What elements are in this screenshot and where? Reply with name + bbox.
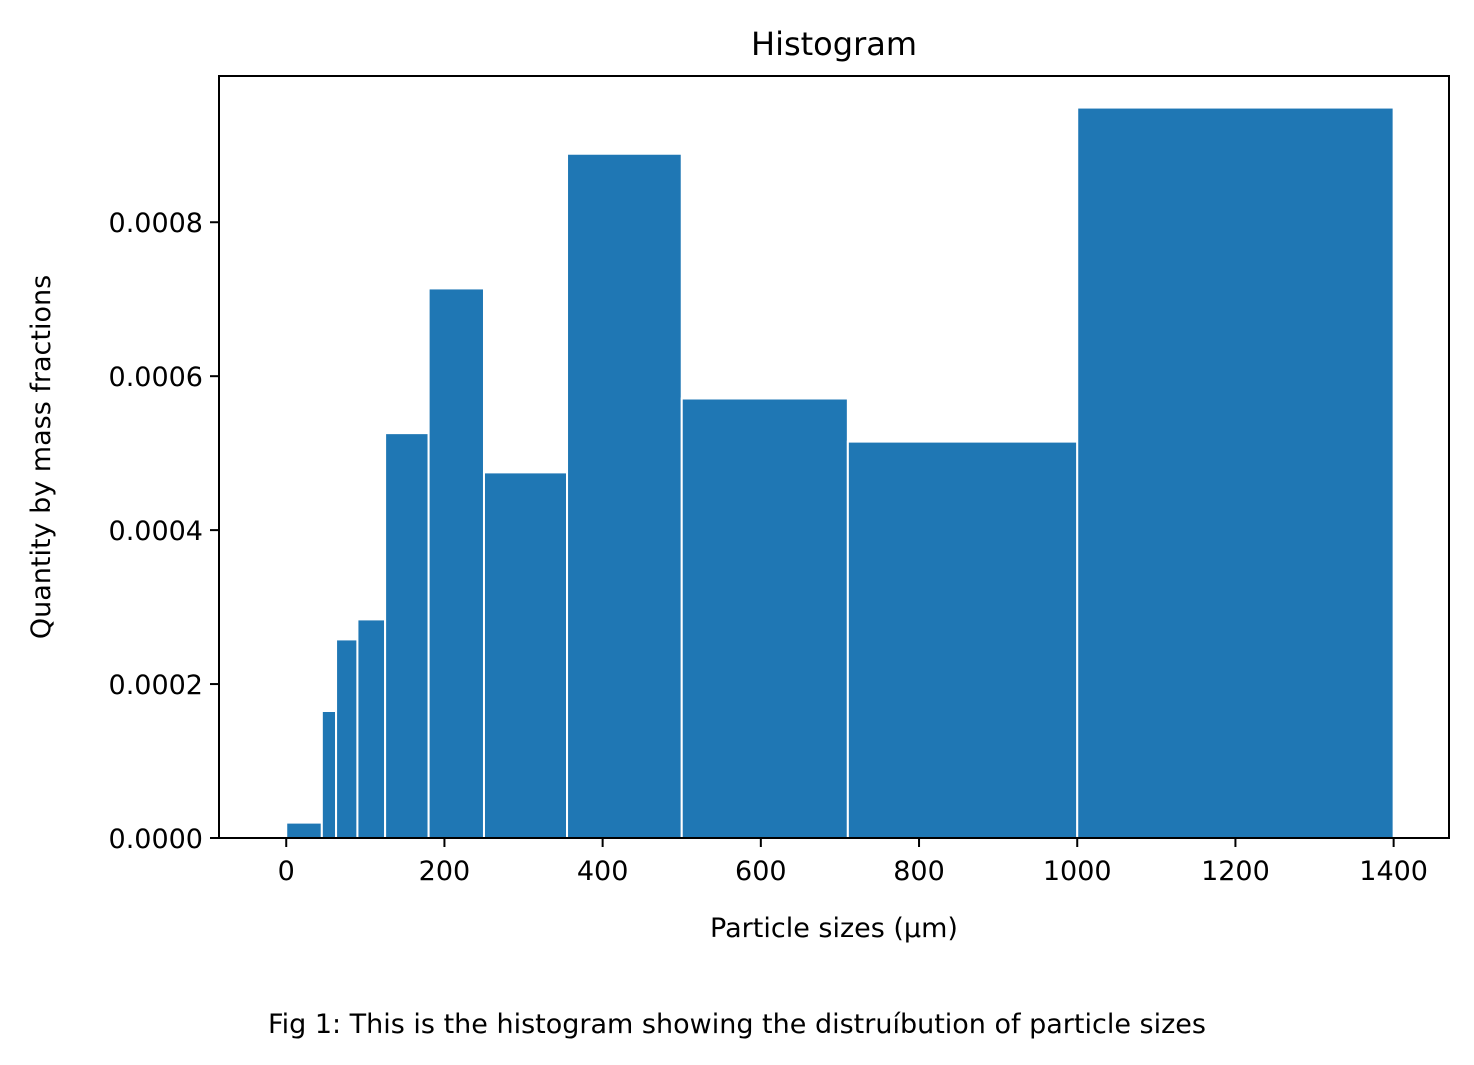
x-axis-label: Particle sizes (µm) [710, 913, 958, 944]
x-tick-label: 1000 [1043, 856, 1112, 887]
histogram-bar-8 [566, 152, 683, 840]
histogram-bar-1 [285, 821, 323, 840]
x-tick-label: 1400 [1359, 856, 1428, 887]
x-tick-label: 800 [893, 856, 945, 887]
bars-layer [285, 106, 1395, 840]
x-tick-label: 400 [577, 856, 629, 887]
histogram-bar-6 [427, 287, 485, 840]
histogram-bar-11 [1076, 106, 1395, 840]
chart-title: Histogram [751, 25, 917, 63]
histogram-bar-9 [680, 397, 849, 839]
x-tick-label: 1200 [1201, 856, 1270, 887]
x-tick-label: 200 [419, 856, 471, 887]
y-tick-label: 0.0002 [109, 670, 203, 701]
histogram-bar-4 [356, 618, 387, 839]
x-axis: 0 200 400 600 800 1000 1200 1400 [278, 838, 1428, 887]
y-axis-label: Quantity by mass fractions [26, 275, 57, 639]
y-tick-label: 0.0008 [109, 208, 203, 239]
x-tick-label: 600 [735, 856, 787, 887]
y-tick-label: 0.0006 [109, 362, 203, 393]
y-tick-label: 0.0004 [109, 516, 203, 547]
histogram-bar-10 [846, 440, 1079, 839]
x-tick-label: 0 [278, 856, 295, 887]
histogram-bar-7 [482, 471, 569, 839]
histogram-bar-2 [320, 710, 338, 839]
y-tick-label: 0.0000 [109, 824, 203, 855]
figure-caption: Fig 1: This is the histogram showing the… [268, 1009, 1206, 1040]
histogram-bar-5 [384, 432, 430, 839]
histogram-bar-3 [335, 638, 359, 839]
y-axis: 0.0000 0.0002 0.0004 0.0006 0.0008 [109, 208, 219, 855]
plot-frame [218, 75, 1450, 839]
